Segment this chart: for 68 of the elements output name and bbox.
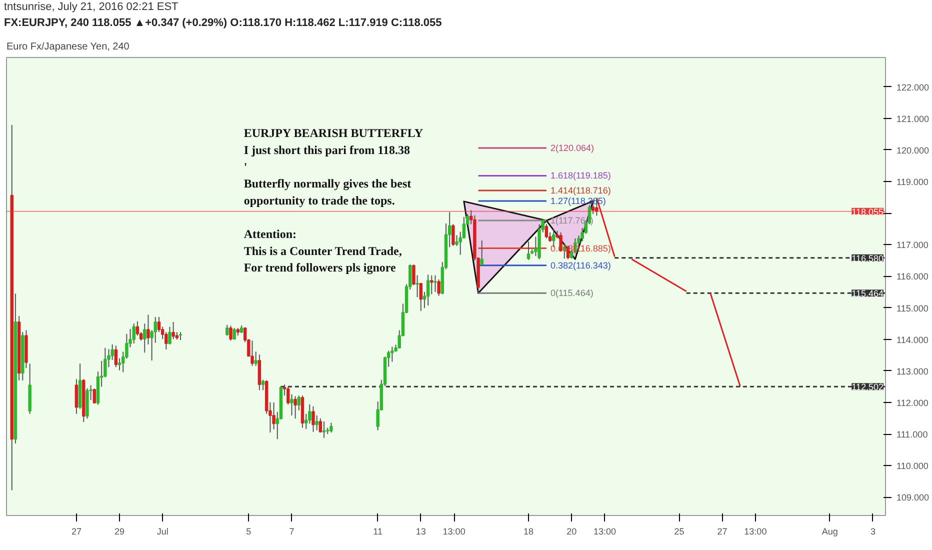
y-tick-label: 117.000 bbox=[896, 240, 928, 250]
x-tick-label: 11 bbox=[373, 526, 383, 536]
candlestick bbox=[437, 278, 440, 296]
candlestick bbox=[434, 274, 437, 293]
candlestick bbox=[92, 388, 96, 404]
y-tick-label: 115.000 bbox=[896, 303, 928, 314]
text: tntsunrise, July 21, 2016 02:21 EST bbox=[4, 0, 178, 15]
x-tick-label: 27 bbox=[71, 526, 82, 536]
y-tick-label: 116.000 bbox=[896, 272, 928, 282]
candlestick bbox=[136, 320, 140, 336]
candlestick bbox=[258, 354, 262, 391]
x-tick-label: 13:00 bbox=[442, 526, 466, 536]
x-tick-label: 13:00 bbox=[744, 526, 767, 536]
x-tick-label: 3 bbox=[870, 526, 876, 536]
y-tick-label: 120.000 bbox=[896, 145, 930, 156]
y-tick-label: 114.000 bbox=[896, 334, 928, 345]
data-label: 116.580 bbox=[852, 253, 884, 264]
x-tick-label: 29 bbox=[114, 526, 125, 536]
y-tick-label: 121.000 bbox=[896, 114, 930, 124]
x-tick-label: Aug bbox=[822, 526, 838, 536]
y-tick-label: 119.000 bbox=[896, 177, 928, 188]
candlestick bbox=[74, 378, 78, 414]
data-label: 112.502 bbox=[852, 382, 884, 392]
candlestick bbox=[226, 324, 229, 336]
candlestick bbox=[294, 396, 297, 420]
ref-line-label: 118.055 bbox=[852, 206, 884, 217]
candlestick bbox=[254, 351, 258, 366]
candlestick bbox=[426, 274, 430, 306]
candlestick bbox=[132, 323, 136, 344]
data-label: 115.464 bbox=[852, 288, 884, 299]
y-tick-label: 112.000 bbox=[896, 398, 928, 408]
x-tick-label: 18 bbox=[524, 526, 534, 536]
x-tick-label: Jul bbox=[156, 526, 168, 536]
x-tick-label: 13 bbox=[416, 526, 426, 536]
candlestick bbox=[290, 394, 294, 416]
x-tick-label: 5 bbox=[246, 526, 252, 536]
candlestick bbox=[229, 325, 232, 342]
candlestick bbox=[261, 379, 265, 391]
x-tick-label: 20 bbox=[566, 526, 577, 536]
candlestick bbox=[250, 340, 254, 366]
candlestick bbox=[430, 274, 434, 295]
candlestick bbox=[526, 241, 530, 260]
y-tick-label: 111.000 bbox=[896, 430, 928, 440]
candlestick bbox=[172, 322, 175, 340]
candlestick bbox=[322, 420, 326, 438]
data-label: 0.382(116.343) bbox=[550, 260, 611, 270]
x-tick-label: 27 bbox=[717, 526, 728, 536]
y-tick-label: 110.000 bbox=[896, 461, 928, 472]
x-tick-label: 13:00 bbox=[593, 526, 616, 536]
candlestick bbox=[315, 414, 318, 431]
candlestick bbox=[114, 345, 118, 368]
y-tick-label: 122.000 bbox=[896, 82, 930, 92]
text: EURJPY BEARISH BUTTERFLY I just short this pari from 118.38 ' Butterfly normally gives the best opportunity to trade the tops. Attention: This is a Counter Trend Trade, For trend followers pls ignore bbox=[244, 126, 423, 275]
y-tick-label: 113.000 bbox=[896, 366, 928, 376]
chart-subtitle: FX:EURJPY, 240 118.055 ▲+0.347 (+0.29%) O:118.170 H:118.462 L:117.919 C:118.055 bbox=[4, 17, 442, 29]
candlestick bbox=[312, 406, 315, 432]
candlestick bbox=[480, 240, 484, 266]
candlestick bbox=[416, 274, 419, 298]
data-label: 1.618(119.185) bbox=[550, 170, 611, 181]
data-label: 1.414(118.716) bbox=[550, 186, 611, 196]
x-tick-label: 7 bbox=[289, 526, 294, 536]
x-tick-label: 25 bbox=[674, 526, 684, 536]
candlestick bbox=[330, 422, 333, 433]
data-label: 2(120.064) bbox=[550, 142, 594, 153]
chart-title: Euro Fx/Japanese Yen, 240 bbox=[6, 42, 130, 52]
y-tick-label: 109.000 bbox=[896, 492, 930, 503]
data-label: 0(115.464) bbox=[550, 288, 594, 298]
candlestick bbox=[544, 224, 548, 239]
